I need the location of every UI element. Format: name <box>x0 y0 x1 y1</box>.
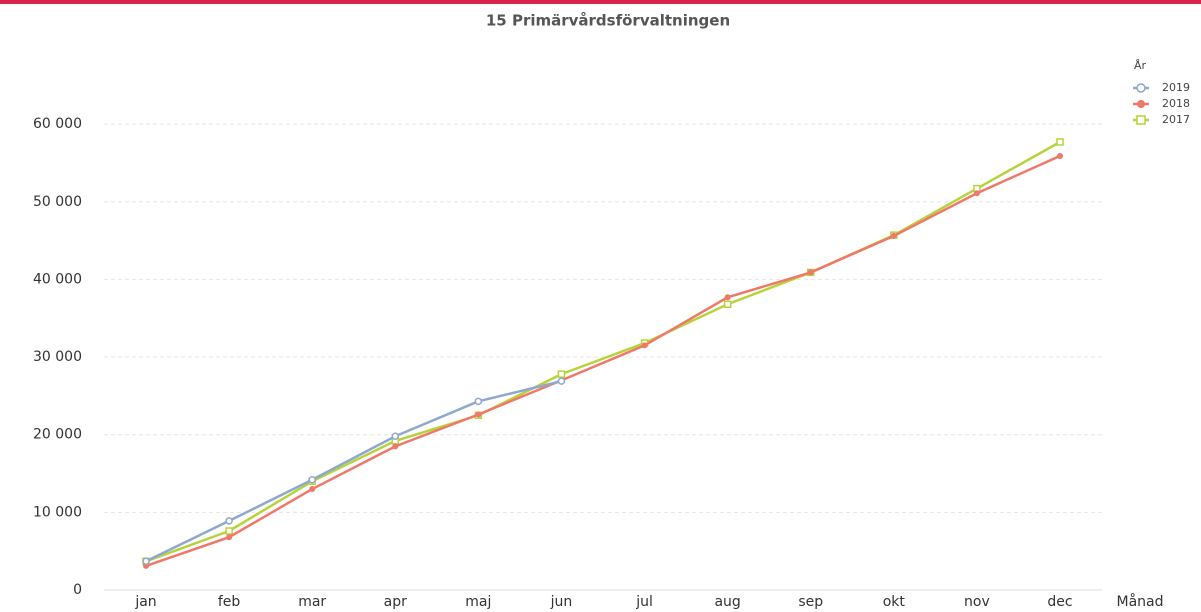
legend-label: 2017 <box>1162 113 1190 126</box>
y-tick-label: 30 000 <box>33 349 82 365</box>
x-tick-label: jun <box>550 594 573 610</box>
marker <box>475 411 482 418</box>
y-tick-label: 10 000 <box>33 504 82 520</box>
x-tick-label: aug <box>714 594 740 610</box>
marker <box>807 269 814 276</box>
y-tick-label: 20 000 <box>33 427 82 443</box>
series-line <box>145 154 1061 568</box>
x-tick-label: sep <box>798 594 823 610</box>
marker <box>723 300 732 309</box>
chart-title: 15 Primärvårdsförvaltningen <box>486 12 730 30</box>
marker <box>1057 152 1063 159</box>
marker <box>225 527 233 535</box>
y-tick-label: 0 <box>73 582 82 598</box>
top-bar <box>0 0 1201 4</box>
legend-label: 2018 <box>1162 97 1190 110</box>
series-line <box>145 140 1061 563</box>
legend-label: 2019 <box>1162 81 1190 94</box>
x-tick-label: okt <box>883 594 906 610</box>
y-tick-label: 60 000 <box>33 116 82 132</box>
marker <box>1056 138 1064 146</box>
marker <box>308 475 316 484</box>
x-tick-label: jul <box>635 594 653 610</box>
series-line <box>145 379 562 563</box>
x-tick-label: dec <box>1047 594 1072 610</box>
marker <box>1136 115 1146 125</box>
marker <box>973 190 980 197</box>
marker <box>474 397 483 406</box>
x-tick-label: feb <box>218 594 241 610</box>
marker <box>309 486 316 493</box>
marker <box>225 517 233 525</box>
marker <box>641 342 648 349</box>
x-tick-label: nov <box>964 594 990 610</box>
marker <box>142 557 150 566</box>
marker <box>557 370 566 378</box>
marker <box>1136 83 1146 93</box>
x-tick-label: maj <box>465 594 491 610</box>
marker <box>1137 100 1145 108</box>
marker <box>724 294 731 301</box>
marker <box>557 377 566 385</box>
x-axis-label: Månad <box>1117 593 1164 610</box>
x-tick-label: jan <box>134 594 156 610</box>
x-tick-label: mar <box>298 594 326 610</box>
marker <box>226 534 233 541</box>
marker <box>392 443 399 450</box>
marker <box>890 232 897 239</box>
marker <box>391 432 400 441</box>
x-tick-label: apr <box>384 594 407 610</box>
y-tick-label: 50 000 <box>33 194 82 210</box>
y-tick-label: 40 000 <box>33 271 82 287</box>
legend-title: År <box>1134 59 1147 72</box>
